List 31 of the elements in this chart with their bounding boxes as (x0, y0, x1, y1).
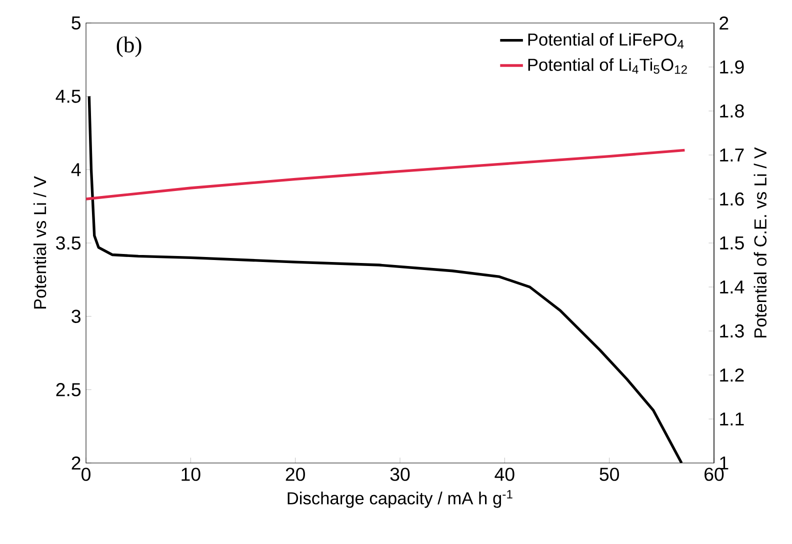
y-tick-label: 2.5 (56, 383, 81, 396)
x-tick-label: 30 (390, 468, 410, 481)
annotation: (b) (116, 36, 142, 58)
y-axis-title: Potential vs Li / V (33, 176, 46, 309)
x-tick-label: 0 (82, 468, 90, 481)
legend-label: Potential of LiFePO$_{4}$ (528, 32, 684, 48)
x-tick-label: 40 (494, 468, 514, 481)
y-tick-label: 4 (71, 163, 81, 176)
x-tick-label: 50 (600, 468, 619, 481)
y-tick-label: 3.5 (56, 236, 81, 250)
legend-label: Potential of Li$_{4}$Ti$_{5}$O$_{12}$ (528, 58, 687, 74)
y2-tick-label: 2 (720, 16, 728, 30)
y-tick-label: 5 (72, 16, 81, 30)
y-tick-label: 4.5 (56, 90, 81, 103)
x-axis-title: Discharge capacity / mA h g$^{-1}$ (288, 490, 512, 508)
y2-tick-label: 1.2 (720, 368, 744, 382)
y-tick-label: 2 (72, 456, 80, 470)
y2-tick-label: 1.9 (720, 60, 744, 74)
y2-tick-label: 1.8 (720, 104, 744, 118)
x-tick-label: 60 (704, 468, 724, 481)
y2-tick-label: 1.3 (720, 324, 744, 338)
y2-tick-label: 1.7 (720, 148, 744, 162)
x-tick-label: 20 (286, 468, 305, 481)
y2-tick-label: 1.1 (720, 412, 744, 426)
y2-tick-label: 1.5 (720, 236, 744, 250)
x-tick-label: 10 (182, 468, 200, 481)
y2-tick-label: 1.4 (720, 280, 744, 294)
y2-axis-title: Potential of C.E. vs Li / V (754, 147, 767, 338)
y2-tick-label: 1.6 (720, 192, 744, 206)
y-tick-label: 3 (72, 310, 80, 323)
line-series (86, 148, 686, 200)
